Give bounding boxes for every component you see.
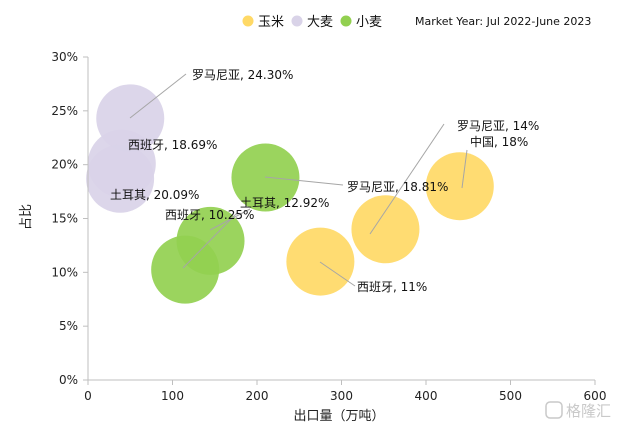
data-label-2-2: 西班牙, 10.25%	[165, 208, 254, 222]
legend: 玉米 大麦 小麦	[242, 15, 382, 30]
y-tick-label: 30%	[51, 50, 78, 64]
bubble-0-0	[351, 195, 420, 264]
x-tick-label: 500	[499, 389, 522, 403]
bubble-0-2	[286, 227, 355, 296]
x-tick-label: 100	[161, 389, 184, 403]
y-tick-label: 15%	[51, 212, 78, 226]
data-label-1-2: 西班牙, 18.69%	[128, 138, 217, 152]
y-axis-title: 占比	[19, 204, 34, 230]
data-label-2-1: 土耳其, 12.92%	[240, 196, 329, 210]
market-year-note: Market Year: Jul 2022-June 2023	[415, 15, 591, 28]
y-tick-label: 20%	[51, 158, 78, 172]
leader-lines-layer	[129, 73, 468, 287]
leader-line-0-1	[461, 149, 468, 189]
legend-label-0: 玉米	[258, 15, 284, 30]
data-label-1-0: 罗马尼亚, 24.30%	[192, 68, 293, 82]
leader-line-0-2	[319, 261, 356, 287]
legend-marker-1	[291, 15, 303, 27]
leader-line-2-2	[182, 211, 239, 269]
data-label-1-1: 土耳其, 20.09%	[110, 188, 199, 202]
data-labels-layer: 罗马尼亚, 14%中国, 18% 西班牙, 11% 罗马尼亚, 24.30% 土耳其,…	[110, 68, 539, 294]
bubble-2-2	[151, 235, 220, 304]
x-tick-label: 200	[246, 389, 269, 403]
legend-marker-0	[242, 15, 254, 27]
legend-label-2: 小麦	[356, 15, 382, 30]
bubble-1-2	[86, 144, 155, 213]
bubble-0-1	[425, 152, 494, 221]
axes-layer: 0 100 200 300 400 500 600 0% 5% 10% 15% 20% 25% 30%	[51, 50, 606, 403]
y-tick-label: 10%	[51, 265, 78, 279]
leader-line-1-0	[129, 73, 187, 119]
x-tick-label: 600	[584, 389, 607, 403]
data-label-2-0: 罗马尼亚, 18.81%	[347, 180, 448, 194]
x-tick-label: 300	[330, 389, 353, 403]
x-axis-title: 出口量（万吨）	[293, 409, 384, 424]
x-tick-label: 400	[415, 389, 438, 403]
data-label-0-1: 中国, 18%	[470, 134, 528, 149]
y-tick-label: 0%	[59, 373, 78, 387]
data-label-0-2: 西班牙, 11%	[357, 280, 427, 294]
watermark-logo-icon	[545, 401, 563, 419]
x-tick-label: 0	[84, 389, 92, 403]
legend-label-1: 大麦	[307, 15, 333, 30]
watermark: 格隆汇	[545, 401, 611, 420]
legend-marker-2	[340, 15, 352, 27]
y-tick-label: 25%	[51, 104, 78, 118]
y-tick-label: 5%	[59, 319, 78, 333]
watermark-text: 格隆汇	[566, 402, 611, 420]
leader-line-2-0	[264, 176, 344, 186]
leader-line-0-0	[369, 123, 445, 235]
data-label-0-0: 罗马尼亚, 14%	[457, 119, 539, 133]
